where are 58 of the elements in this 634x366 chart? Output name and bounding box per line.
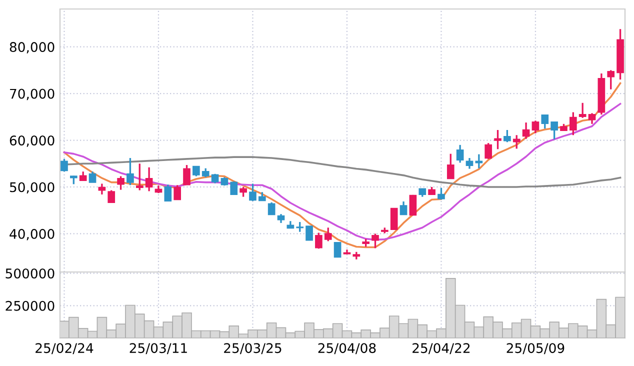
candlestick <box>174 184 181 200</box>
candlestick <box>372 232 379 250</box>
candlestick <box>607 69 615 90</box>
candlestick <box>108 189 116 204</box>
y-tick-label: 500000 <box>6 268 54 278</box>
candlestick <box>315 232 322 250</box>
candlestick <box>504 129 511 143</box>
candlestick <box>484 142 492 160</box>
candlestick <box>475 153 483 170</box>
x-tick-label: 25/03/11 <box>130 343 187 354</box>
candlestick <box>334 242 342 258</box>
candlestick <box>390 208 398 230</box>
candlestick <box>268 202 276 216</box>
candlestick <box>466 157 474 170</box>
candlestick <box>211 173 219 184</box>
line-series <box>63 102 622 241</box>
candlestick <box>192 166 200 178</box>
candlestick <box>512 134 520 150</box>
candlestick <box>306 226 313 241</box>
y-tick-label: 60,000 <box>10 135 54 147</box>
x-tick-label: 25/03/25 <box>224 343 282 354</box>
candlestick <box>409 194 417 216</box>
candlestick <box>249 182 256 202</box>
line-series <box>63 82 622 248</box>
candlestick <box>126 157 134 186</box>
x-tick-label: 25/04/08 <box>318 343 376 354</box>
candlestick <box>98 182 106 196</box>
candlestick <box>117 175 124 191</box>
candlestick <box>578 102 586 119</box>
candlestick <box>60 158 68 172</box>
x-tick-label: 25/04/22 <box>412 343 470 354</box>
candlestick <box>522 122 530 140</box>
candlestick <box>550 121 558 140</box>
candlestick <box>183 164 190 186</box>
y-tick-label: 80,000 <box>10 42 54 54</box>
candlestick <box>456 144 464 164</box>
candlestick <box>324 226 332 242</box>
candlestick <box>588 112 596 125</box>
y-tick-label: 250000 <box>6 300 54 311</box>
candlestick <box>145 166 153 192</box>
x-tick-label: 25/02/24 <box>36 343 94 354</box>
candlestick <box>296 221 304 233</box>
candlestick <box>494 129 502 150</box>
candlestick <box>532 120 540 134</box>
candlestick <box>136 162 144 192</box>
y-tick-label: 50,000 <box>10 182 54 194</box>
candlestick <box>164 184 172 202</box>
candlestick <box>570 111 577 136</box>
candlestick <box>400 200 408 216</box>
x-tick-label: 25/05/09 <box>506 343 564 354</box>
candlestick <box>541 114 549 130</box>
y-tick-label: 40,000 <box>10 228 54 240</box>
candlestick <box>438 187 445 200</box>
candlestick <box>230 180 238 196</box>
candlestick <box>240 186 247 198</box>
y-tick-label: 70,000 <box>10 88 54 100</box>
candlestick <box>446 152 454 180</box>
candlestick <box>88 170 96 184</box>
